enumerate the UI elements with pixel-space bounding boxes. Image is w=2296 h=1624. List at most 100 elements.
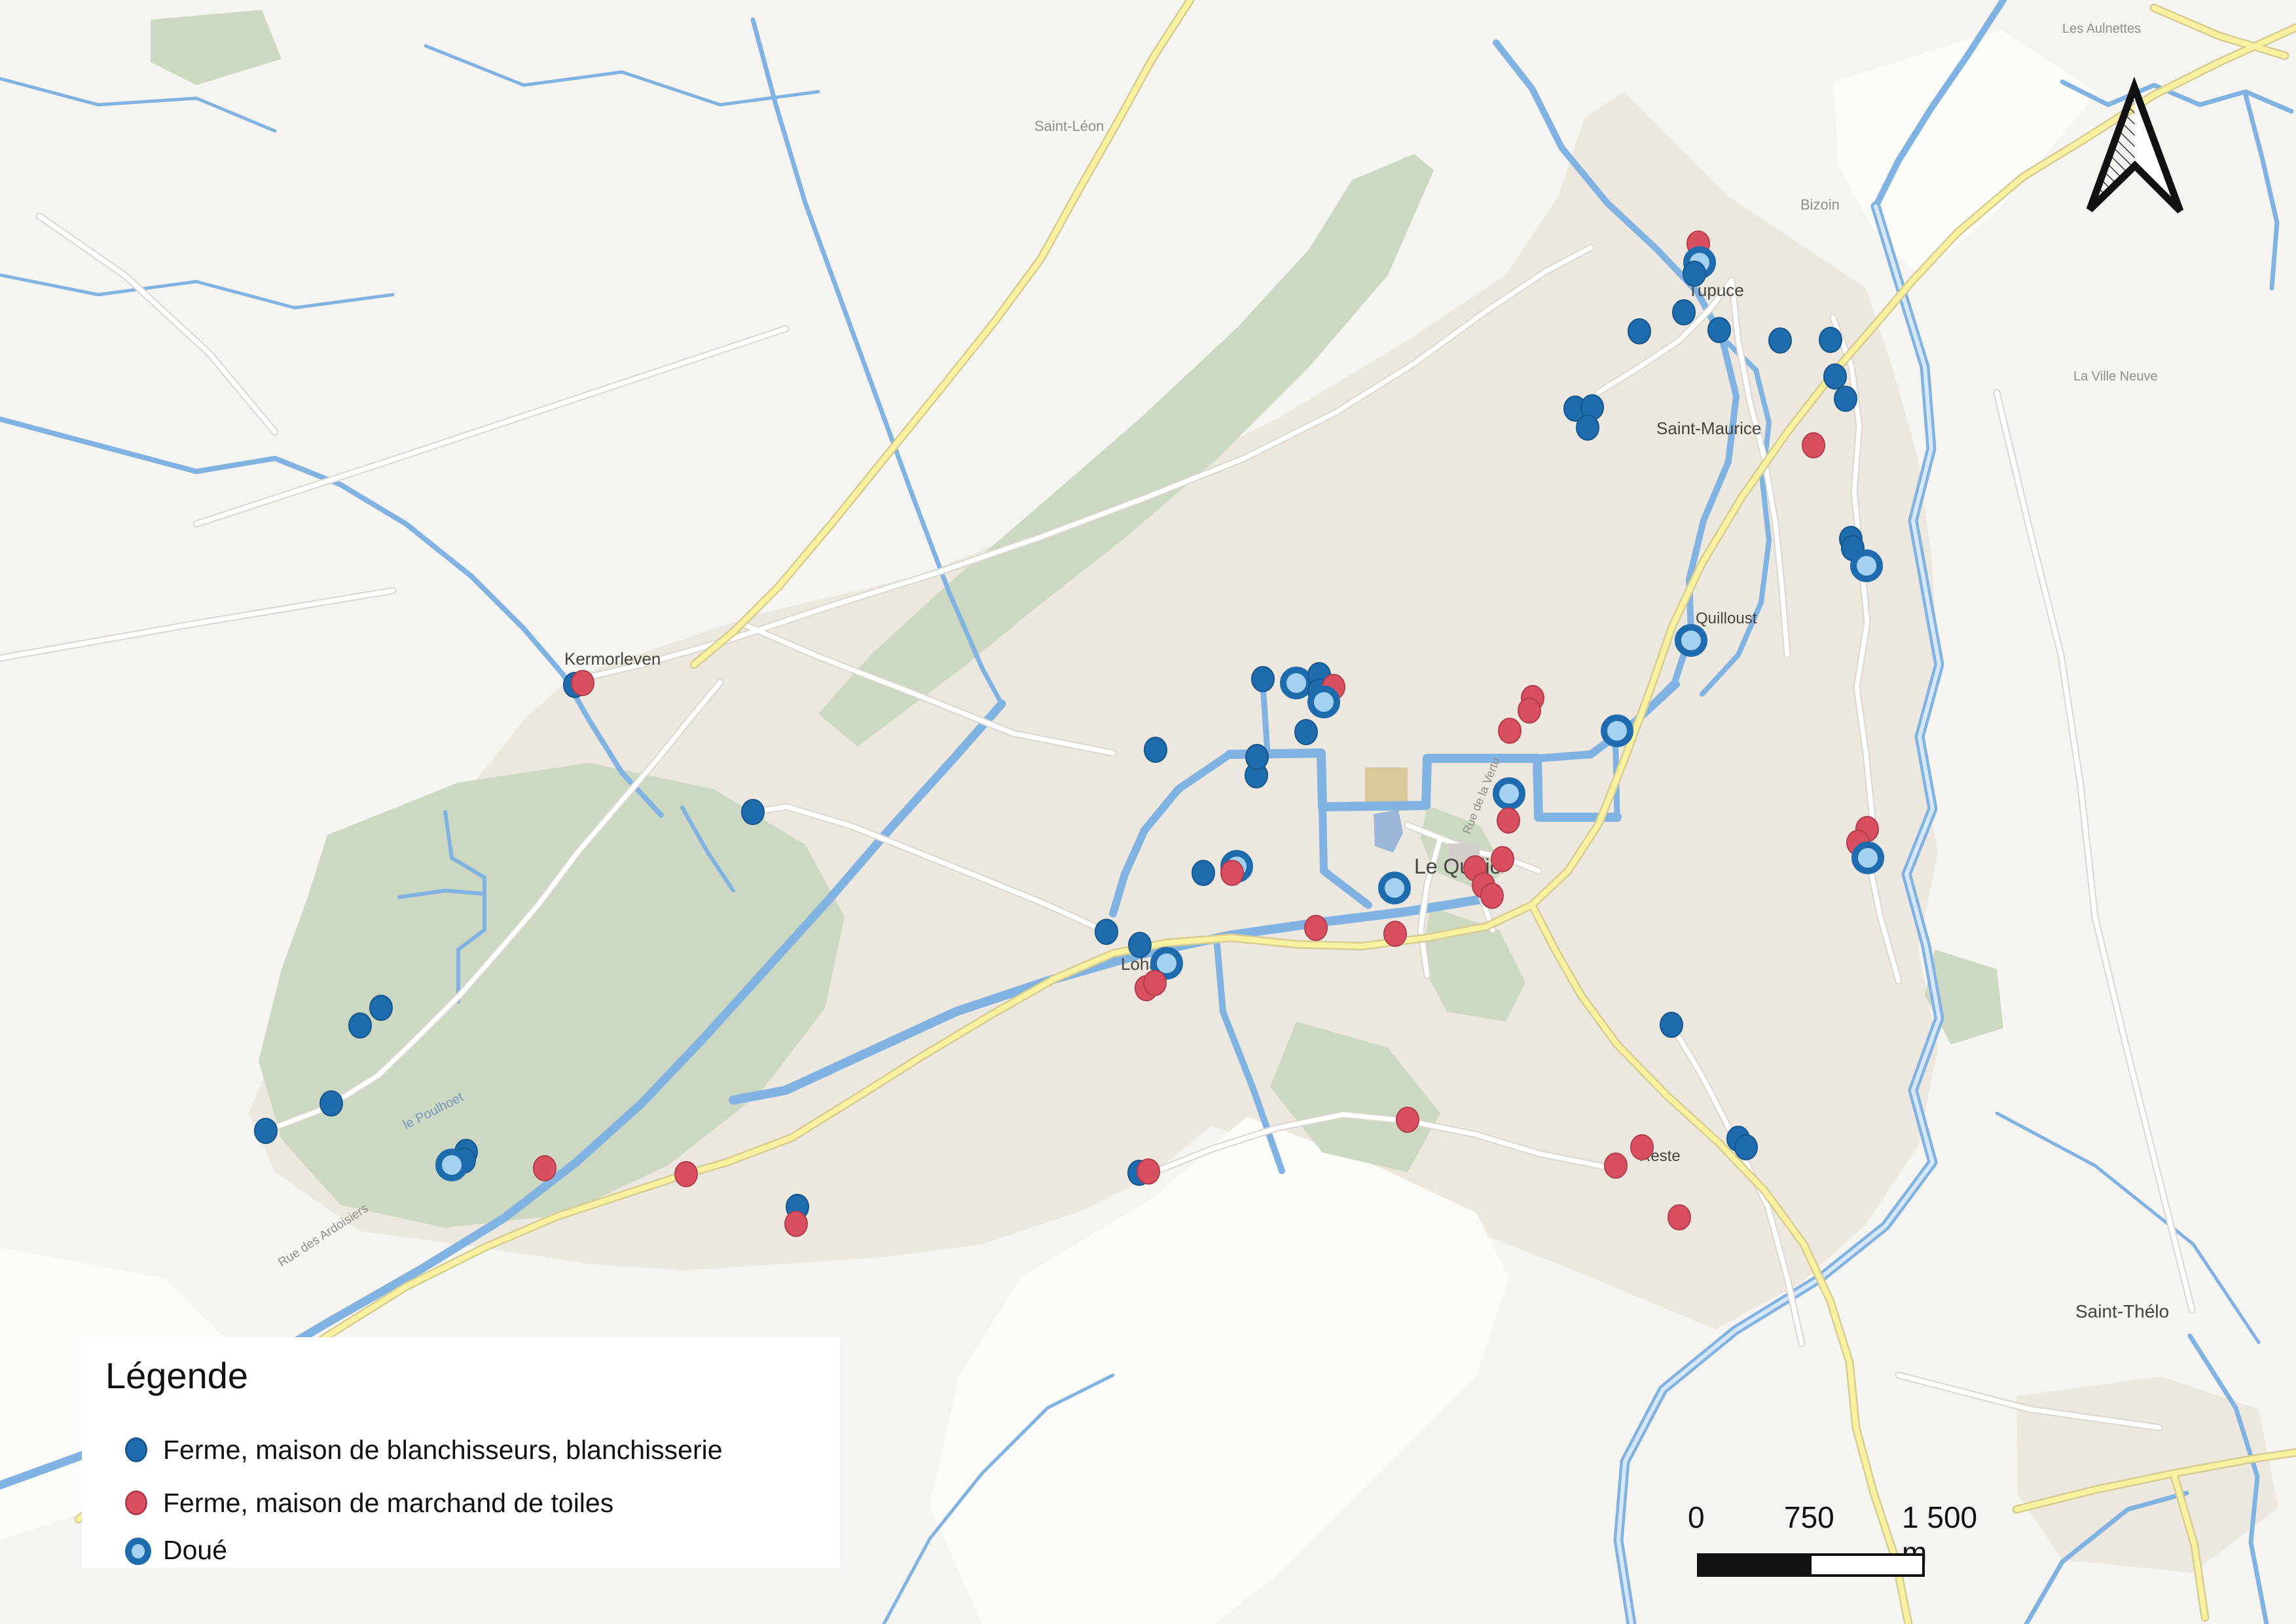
point-blanchisserie <box>1660 1012 1683 1038</box>
point-doue <box>1280 667 1313 699</box>
road-white <box>1143 1112 1608 1178</box>
point-marchand <box>1518 697 1541 724</box>
legend-box: Légende Ferme, maison de blanchisseurs, … <box>82 1337 840 1568</box>
forest-area <box>1270 1022 1440 1172</box>
point-doue <box>1601 714 1633 747</box>
point-doue <box>1850 549 1883 582</box>
point-marchand <box>1802 432 1825 458</box>
point-blanchisserie <box>254 1118 278 1144</box>
point-blanchisserie <box>1294 719 1318 745</box>
road-yellow <box>2171 1471 2208 1620</box>
point-blanchisserie <box>1734 1134 1758 1160</box>
road-white <box>1595 278 1734 396</box>
map-label: Saint-Maurice <box>1656 418 1761 438</box>
point-marchand <box>1498 718 1522 744</box>
river <box>0 273 395 310</box>
point-blanchisserie <box>1576 415 1599 441</box>
point-blanchisserie <box>1707 317 1731 343</box>
legend-item-label: Doué <box>163 1535 228 1565</box>
map-label: Saint-Léon <box>1034 118 1104 134</box>
legend-item-marchand: Ferme, maison de marchand de toiles <box>82 1484 840 1523</box>
point-marchand <box>1630 1134 1654 1160</box>
point-blanchisserie <box>1672 299 1696 325</box>
point-marchand <box>533 1155 556 1181</box>
point-marchand <box>1137 1158 1160 1185</box>
point-marchand <box>784 1211 808 1237</box>
river <box>1109 750 1233 917</box>
river <box>1700 335 1772 697</box>
point-marchand <box>1667 1204 1691 1230</box>
road-white <box>750 804 1109 934</box>
scale-bar: 0 750 1 500 m <box>1676 1500 2003 1585</box>
road-white <box>0 588 395 661</box>
road-yellow <box>2151 5 2287 58</box>
scale-label-0: 0 <box>1688 1500 1705 1534</box>
point-marchand <box>1383 921 1407 947</box>
road-white <box>740 621 1116 756</box>
point-blanchisserie <box>369 995 393 1021</box>
map-label: Saint-Thélo <box>2075 1301 2169 1321</box>
marchand-dot-icon <box>125 1490 147 1515</box>
river <box>397 889 486 899</box>
point-blanchisserie <box>1768 327 1792 354</box>
legend-item-doue: Doué <box>82 1531 840 1570</box>
point-doue <box>1851 841 1884 874</box>
road-white <box>568 245 1594 684</box>
point-marchand <box>1304 915 1328 941</box>
legend-item-label: Ferme, maison de blanchisseurs, blanchis… <box>163 1435 723 1465</box>
road-white <box>37 213 278 435</box>
river-wide-fill <box>1616 204 1941 1624</box>
road-white <box>194 326 788 526</box>
point-marchand <box>1220 860 1244 886</box>
map-label: Les Aulnettes <box>2062 22 2141 36</box>
point-doue <box>1493 777 1525 810</box>
point-blanchisserie <box>1095 919 1118 945</box>
point-doue <box>1150 947 1183 980</box>
point-marchand <box>674 1161 698 1187</box>
point-blanchisserie <box>741 799 765 825</box>
legend-item-label: Ferme, maison de marchand de toiles <box>163 1488 614 1518</box>
forest-area <box>818 154 1434 747</box>
map-label: La Ville Neuve <box>2073 369 2158 384</box>
point-doue <box>1307 686 1340 718</box>
north-arrow-icon <box>2086 77 2184 213</box>
map-label: Kermorleven <box>564 649 661 669</box>
river <box>2243 92 2280 291</box>
river <box>2060 79 2294 114</box>
point-blanchisserie <box>1251 666 1275 692</box>
river <box>729 894 1491 1105</box>
point-blanchisserie <box>1245 744 1269 770</box>
river <box>882 1373 1115 1624</box>
point-blanchisserie <box>1823 363 1847 390</box>
legend-item-blanchisserie: Ferme, maison de blanchisseurs, blanchis… <box>82 1431 840 1470</box>
road-yellow <box>1529 902 1911 1624</box>
river <box>680 805 735 893</box>
river <box>1493 39 1740 724</box>
scale-bar-graphic <box>1697 1553 1925 1577</box>
point-doue <box>435 1149 468 1181</box>
river <box>1319 803 1372 909</box>
river <box>750 17 1004 707</box>
road-white <box>1418 836 1443 978</box>
point-blanchisserie <box>1144 737 1167 763</box>
point-blanchisserie <box>1192 860 1215 886</box>
forest-area <box>259 763 845 1228</box>
point-marchand <box>1143 970 1167 996</box>
river <box>443 810 486 1004</box>
river <box>0 77 277 133</box>
doue-ring-icon <box>125 1538 151 1565</box>
point-marchand <box>1604 1153 1628 1179</box>
point-marchand <box>1497 807 1520 834</box>
river <box>1225 748 1430 811</box>
point-blanchisserie <box>1834 386 1857 412</box>
river <box>2187 1333 2269 1624</box>
river <box>0 416 566 677</box>
point-marchand <box>1480 883 1504 909</box>
map-label: Quilloust <box>1696 610 1757 627</box>
outside-area <box>930 1116 1509 1624</box>
road-yellow <box>691 0 1193 667</box>
point-marchand <box>1491 846 1514 872</box>
road-white <box>263 680 723 1134</box>
